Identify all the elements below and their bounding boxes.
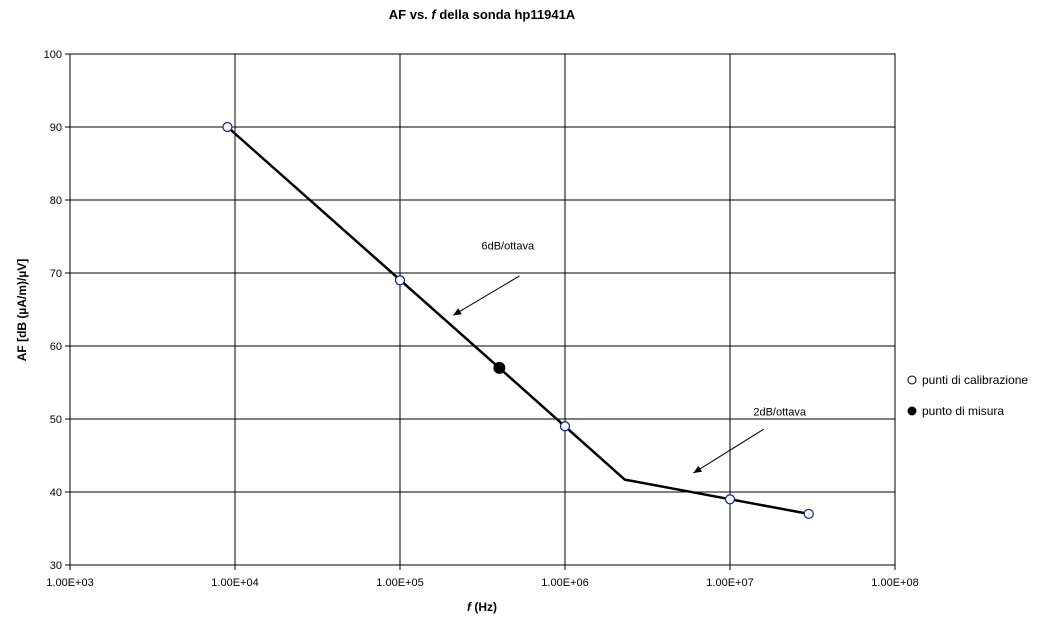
- x-tick-label: 1.00E+04: [211, 577, 258, 589]
- arrow-head-icon: [453, 308, 462, 316]
- y-tick-label: 80: [50, 195, 62, 207]
- grid: [70, 54, 895, 565]
- y-axis-ticks: 30 40 50 60 70 80 90 100: [44, 49, 70, 572]
- y-axis-label: AF [dB (µA/m)/µV]: [15, 259, 29, 361]
- y-tick-label: 70: [50, 268, 62, 280]
- measurement-point: [493, 361, 506, 374]
- legend-item-calibration: punti di calibrazione: [907, 373, 1028, 387]
- legend-filled-circle-icon: [907, 406, 917, 416]
- y-tick-label: 40: [50, 487, 62, 499]
- calibration-point: [394, 275, 406, 286]
- legend: punti di calibrazione punto di misura: [907, 373, 1028, 418]
- x-tick-label: 1.00E+03: [46, 577, 93, 589]
- data-markers: [222, 121, 814, 520]
- calibration-point: [222, 121, 233, 133]
- calibration-point: [803, 508, 814, 520]
- legend-label-measurement: punto di misura: [922, 404, 1004, 418]
- y-tick-label: 100: [44, 49, 62, 61]
- legend-item-measurement: punto di misura: [907, 404, 1004, 418]
- plot-area-border: [69, 53, 896, 566]
- annotation-label: 2dB/ottava: [753, 406, 806, 418]
- y-tick-label: 90: [50, 122, 62, 134]
- annotation-arrow: [452, 275, 520, 316]
- x-tick-label: 1.00E+08: [871, 577, 918, 589]
- y-tick-label: 30: [50, 560, 62, 572]
- x-tick-label: 1.00E+05: [376, 577, 423, 589]
- legend-open-circle-icon: [907, 375, 917, 385]
- x-axis-ticks: 1.00E+03 1.00E+04 1.00E+05 1.00E+06 1.00E+07…: [46, 565, 919, 589]
- x-axis-label: f (Hz): [467, 600, 497, 614]
- calibration-point: [724, 494, 736, 505]
- x-tick-label: 1.00E+06: [541, 577, 588, 589]
- annotations: 6dB/ottava 2dB/ottava: [452, 241, 807, 474]
- chart-title: AF vs. f della sonda hp11941A: [389, 7, 576, 22]
- annotation-label: 6dB/ottava: [481, 241, 534, 253]
- y-tick-label: 50: [50, 414, 62, 426]
- arrow-head-icon: [693, 465, 703, 474]
- x-tick-label: 1.00E+07: [706, 577, 753, 589]
- annotation-arrow: [693, 428, 764, 474]
- y-tick-label: 60: [50, 341, 62, 353]
- legend-label-calibration: punti di calibrazione: [922, 373, 1028, 387]
- calibration-point: [559, 421, 571, 432]
